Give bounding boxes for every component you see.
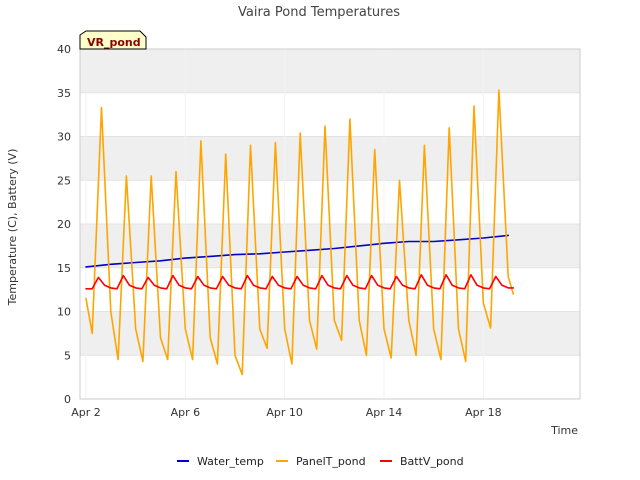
station-badge: VR_pond bbox=[79, 30, 147, 50]
y-tick-label: 40 bbox=[57, 43, 71, 56]
series-lines bbox=[85, 89, 515, 376]
x-axis-title: Time bbox=[550, 424, 578, 437]
x-tick-label: Apr 14 bbox=[366, 406, 403, 419]
legend-label-water-temp: Water_temp bbox=[197, 455, 264, 468]
x-tick-label: Apr 2 bbox=[71, 406, 101, 419]
grid-band bbox=[80, 311, 580, 356]
legend: Water_temp PanelT_pond BattV_pond bbox=[177, 455, 464, 468]
legend-label-panelt-pond: PanelT_pond bbox=[296, 455, 366, 468]
grid-band bbox=[80, 136, 580, 181]
x-tick-label: Apr 10 bbox=[266, 406, 303, 419]
y-tick-label: 5 bbox=[64, 349, 71, 362]
y-tick-label: 25 bbox=[57, 174, 71, 187]
grid-band bbox=[80, 49, 580, 93]
y-tick-label: 20 bbox=[57, 218, 71, 231]
series-line-battv-pond bbox=[85, 273, 515, 290]
badge-label: VR_pond bbox=[87, 36, 141, 49]
y-tick-label: 15 bbox=[57, 262, 71, 275]
y-tick-label: 10 bbox=[57, 306, 71, 319]
plot-area bbox=[79, 48, 581, 400]
y-tick-label: 30 bbox=[57, 131, 71, 144]
x-tick-label: Apr 18 bbox=[465, 406, 502, 419]
y-tick-label: 35 bbox=[57, 87, 71, 100]
y-tick-label: 0 bbox=[64, 393, 71, 406]
y-axis-title: Temperature (C), Battery (V) bbox=[6, 149, 19, 307]
series-line-panelt-pond bbox=[85, 89, 515, 376]
chart-title: Vaira Pond Temperatures bbox=[238, 5, 400, 20]
x-tick-label: Apr 6 bbox=[171, 406, 201, 419]
legend-label-battv-pond: BattV_pond bbox=[400, 455, 464, 468]
y-tick-labels: 0 5 10 15 20 25 30 35 40 bbox=[57, 43, 71, 406]
x-tick-labels: Apr 2 Apr 6 Apr 10 Apr 14 Apr 18 bbox=[71, 406, 501, 419]
badge-shape bbox=[79, 30, 147, 50]
